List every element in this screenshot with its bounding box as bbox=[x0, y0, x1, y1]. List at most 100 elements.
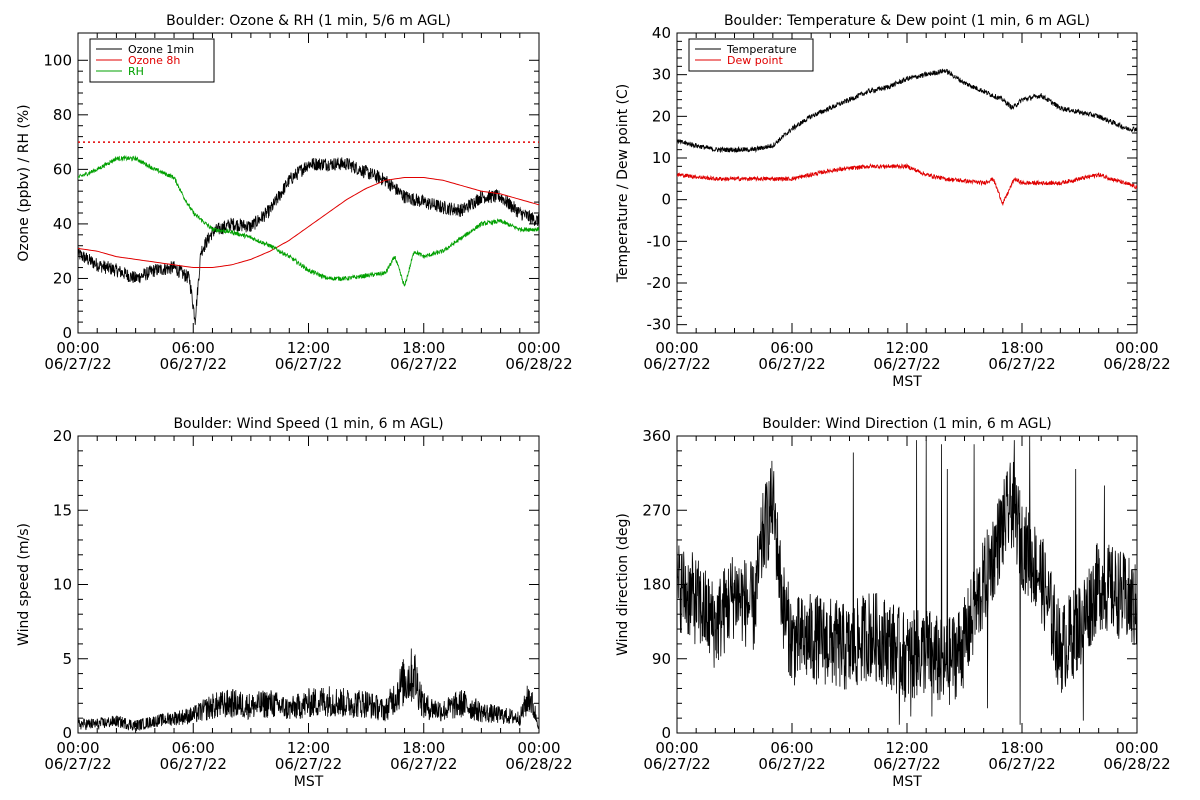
legend-label: Ozone 8h bbox=[128, 54, 180, 67]
y-tick-label: -30 bbox=[647, 316, 672, 334]
series-line-1 bbox=[677, 436, 1137, 725]
y-tick-label: 40 bbox=[53, 215, 72, 233]
y-tick-label: 5 bbox=[62, 650, 72, 668]
y-tick-label: 20 bbox=[652, 107, 671, 125]
legend-label: RH bbox=[128, 65, 144, 78]
x-tick-date: 06/27/22 bbox=[275, 355, 342, 373]
y-tick-label: 40 bbox=[652, 24, 671, 42]
x-tick-time: 00:00 bbox=[1115, 739, 1158, 757]
y-tick-label: 0 bbox=[661, 724, 671, 742]
y-tick-label: 0 bbox=[661, 191, 671, 209]
series-line-2 bbox=[677, 162, 1137, 206]
y-tick-label: 80 bbox=[53, 106, 72, 124]
x-tick-time: 12:00 bbox=[885, 339, 928, 357]
legend-label: Temperature bbox=[726, 43, 797, 56]
x-tick-time: 00:00 bbox=[655, 739, 698, 757]
x-tick-time: 06:00 bbox=[172, 339, 215, 357]
x-tick-label: 18:00 06/27/22 bbox=[390, 339, 457, 373]
y-tick-label: 20 bbox=[53, 427, 72, 445]
x-axis-label: MST bbox=[294, 774, 324, 790]
y-axis-label: Temperature / Dew point (C) bbox=[615, 84, 631, 283]
y-tick-label: 10 bbox=[53, 576, 72, 594]
y-tick-label: 270 bbox=[642, 501, 671, 519]
y-tick-label: -10 bbox=[647, 232, 672, 250]
x-tick-label: 00:00 06/27/22 bbox=[643, 739, 710, 773]
x-tick-time: 00:00 bbox=[517, 739, 560, 757]
x-tick-date: 06/28/22 bbox=[505, 355, 572, 373]
x-tick-label: 00:00 06/28/22 bbox=[1103, 739, 1170, 773]
x-tick-label: 12:00 06/27/22 bbox=[275, 339, 342, 373]
x-tick-time: 12:00 bbox=[287, 339, 330, 357]
x-tick-time: 06:00 bbox=[770, 339, 813, 357]
x-tick-label: 06:00 06/27/22 bbox=[160, 739, 227, 773]
chart-panel-2: Boulder: Temperature & Dew point (1 min,… bbox=[615, 13, 1171, 390]
x-tick-time: 18:00 bbox=[402, 339, 445, 357]
x-tick-date: 06/27/22 bbox=[275, 755, 342, 773]
chart-title: Boulder: Wind Direction (1 min, 6 m AGL) bbox=[762, 416, 1051, 432]
y-tick-label: 360 bbox=[642, 427, 671, 445]
x-tick-label: 00:00 06/28/22 bbox=[505, 739, 572, 773]
x-tick-label: 00:00 06/27/22 bbox=[44, 739, 111, 773]
x-tick-label: 00:00 06/27/22 bbox=[643, 339, 710, 373]
y-tick-label: 10 bbox=[652, 149, 671, 167]
x-tick-label: 00:00 06/28/22 bbox=[1103, 339, 1170, 373]
x-tick-date: 06/27/22 bbox=[44, 355, 111, 373]
x-tick-date: 06/27/22 bbox=[160, 355, 227, 373]
series-line-2 bbox=[78, 177, 539, 268]
x-tick-label: 12:00 06/27/22 bbox=[873, 339, 940, 373]
x-tick-label: 18:00 06/27/22 bbox=[988, 739, 1055, 773]
x-tick-time: 06:00 bbox=[770, 739, 813, 757]
series-line-1 bbox=[677, 68, 1137, 154]
x-tick-date: 06/27/22 bbox=[873, 355, 940, 373]
x-tick-label: 18:00 06/27/22 bbox=[390, 739, 457, 773]
x-tick-label: 06:00 06/27/22 bbox=[758, 739, 825, 773]
x-tick-time: 00:00 bbox=[517, 339, 560, 357]
x-tick-label: 18:00 06/27/22 bbox=[988, 339, 1055, 373]
x-tick-date: 06/28/22 bbox=[505, 755, 572, 773]
x-tick-date: 06/27/22 bbox=[390, 355, 457, 373]
x-tick-time: 12:00 bbox=[287, 739, 330, 757]
x-tick-date: 06/27/22 bbox=[44, 755, 111, 773]
x-tick-time: 18:00 bbox=[1000, 739, 1043, 757]
x-tick-date: 06/27/22 bbox=[643, 755, 710, 773]
y-tick-label: 180 bbox=[642, 576, 671, 594]
legend-box bbox=[688, 38, 814, 72]
chart-title: Boulder: Temperature & Dew point (1 min,… bbox=[724, 13, 1090, 29]
x-tick-label: 12:00 06/27/22 bbox=[873, 739, 940, 773]
x-tick-date: 06/27/22 bbox=[643, 355, 710, 373]
series-line-1 bbox=[78, 157, 539, 325]
chart-panel-1: Boulder: Ozone & RH (1 min, 5/6 m AGL) 0 2… bbox=[16, 13, 573, 373]
x-tick-time: 00:00 bbox=[1115, 339, 1158, 357]
x-tick-date: 06/27/22 bbox=[758, 755, 825, 773]
x-tick-time: 18:00 bbox=[1000, 339, 1043, 357]
y-tick-label: 100 bbox=[43, 51, 72, 69]
x-tick-time: 00:00 bbox=[56, 739, 99, 757]
y-tick-label: 0 bbox=[62, 724, 72, 742]
x-tick-time: 06:00 bbox=[172, 739, 215, 757]
x-tick-date: 06/27/22 bbox=[873, 755, 940, 773]
x-tick-label: 06:00 06/27/22 bbox=[160, 339, 227, 373]
y-tick-label: 15 bbox=[53, 501, 72, 519]
chart-panel-3: Boulder: Wind Speed (1 min, 6 m AGL) 0 5 10… bbox=[16, 416, 573, 790]
x-tick-time: 12:00 bbox=[885, 739, 928, 757]
x-axis-label: MST bbox=[892, 374, 922, 390]
y-axis-label: Wind speed (m/s) bbox=[16, 523, 32, 646]
x-axis-label: MST bbox=[892, 774, 922, 790]
y-tick-label: 0 bbox=[62, 324, 72, 342]
y-tick-label: 30 bbox=[652, 66, 671, 84]
x-tick-date: 06/28/22 bbox=[1103, 355, 1170, 373]
chart-panel-4: Boulder: Wind Direction (1 min, 6 m AGL)… bbox=[615, 416, 1171, 790]
x-tick-label: 12:00 06/27/22 bbox=[275, 739, 342, 773]
legend-label: Ozone 1min bbox=[128, 43, 194, 56]
y-axis-label: Wind direction (deg) bbox=[615, 513, 631, 656]
y-axis-label: Ozone (ppbv) / RH (%) bbox=[16, 104, 32, 261]
chart-title: Boulder: Ozone & RH (1 min, 5/6 m AGL) bbox=[166, 13, 451, 29]
series-line-3 bbox=[78, 154, 539, 287]
x-tick-label: 06:00 06/27/22 bbox=[758, 339, 825, 373]
x-tick-time: 00:00 bbox=[655, 339, 698, 357]
x-tick-date: 06/28/22 bbox=[1103, 755, 1170, 773]
x-tick-date: 06/27/22 bbox=[988, 355, 1055, 373]
y-tick-label: 20 bbox=[53, 269, 72, 287]
